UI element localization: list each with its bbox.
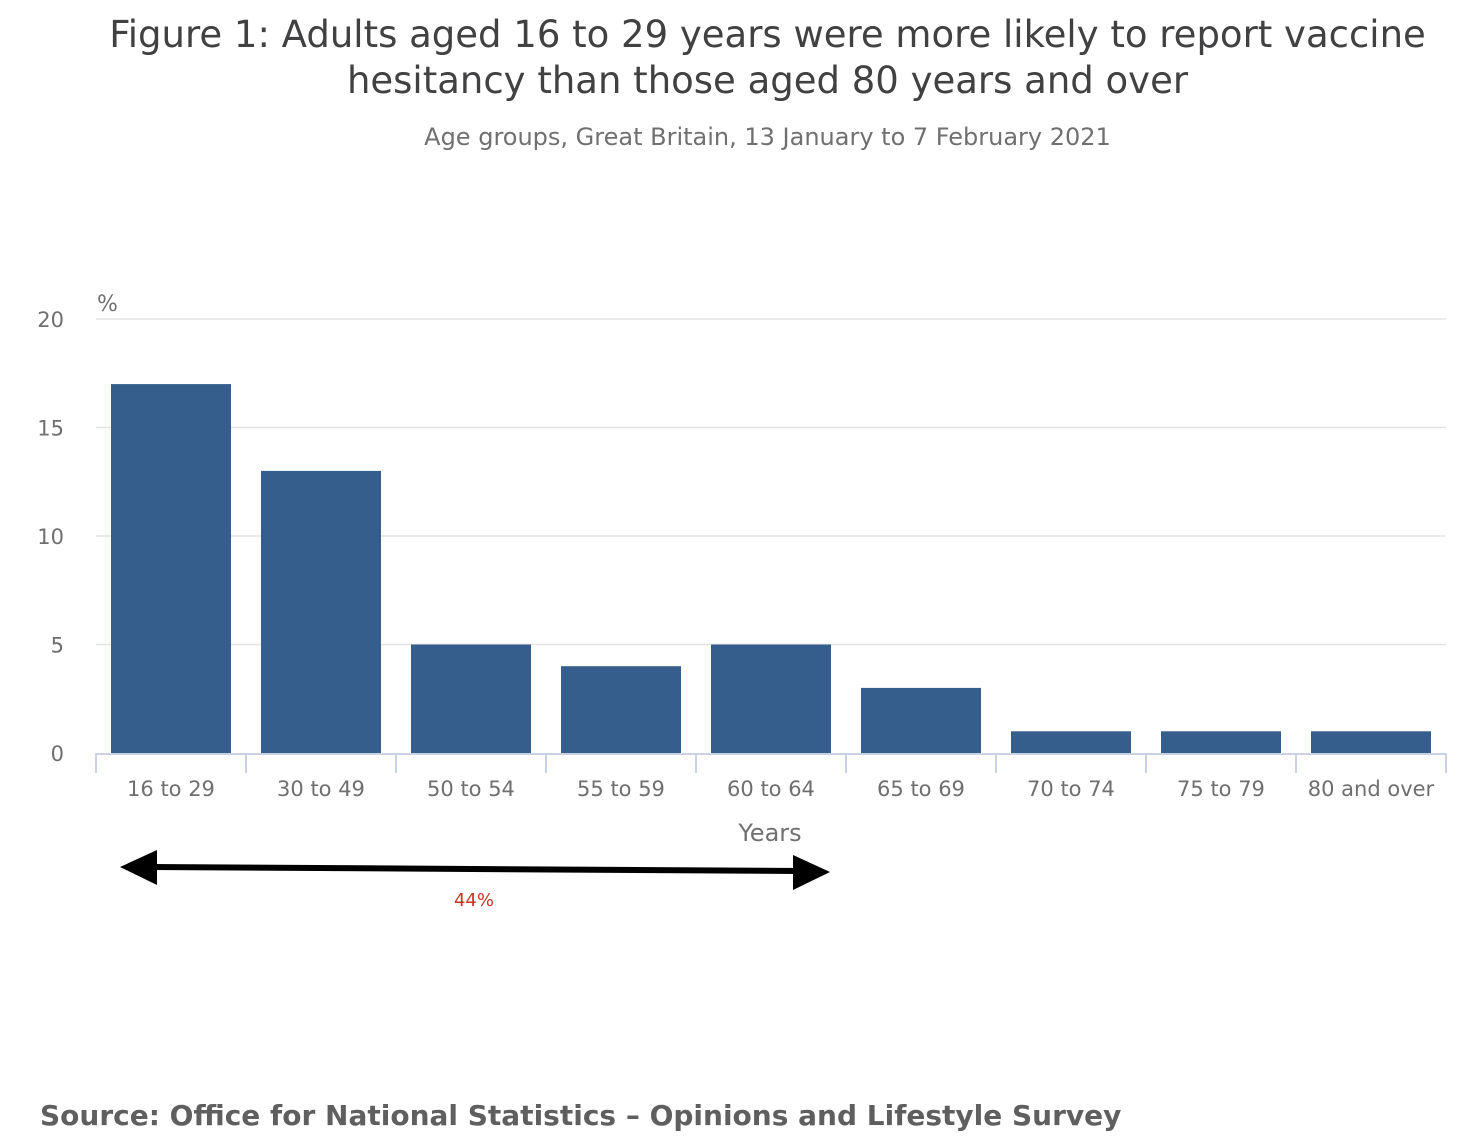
y-tick-label: 10 [37, 525, 64, 549]
bar [711, 644, 831, 753]
annotation-arrow-line [149, 864, 801, 874]
chart-title-line-1: Figure 1: Adults aged 16 to 29 years wer… [109, 13, 1426, 56]
x-tick-label: 50 to 54 [427, 777, 515, 801]
bar [261, 470, 381, 753]
x-tick-label: 60 to 64 [727, 777, 815, 801]
range-annotation: 44% [120, 850, 830, 911]
bar [561, 666, 681, 753]
chart-title: Figure 1: Adults aged 16 to 29 years wer… [0, 12, 1478, 104]
bar [411, 644, 531, 753]
x-axis-title: Years [737, 819, 801, 847]
x-tick-label: 16 to 29 [127, 777, 215, 801]
x-tick-label: 65 to 69 [877, 777, 965, 801]
x-tick-label: 55 to 59 [577, 777, 665, 801]
bar [861, 687, 981, 753]
y-tick-label: 15 [37, 417, 64, 441]
y-tick-label: 5 [51, 634, 64, 658]
bar [111, 384, 231, 753]
annotation-arrow-head-left [120, 850, 157, 885]
chart-title-line-2: hesitancy than those aged 80 years and o… [346, 59, 1189, 102]
y-axis-unit-label: % [97, 292, 118, 317]
x-tick-label: 75 to 79 [1177, 777, 1265, 801]
x-axis [95, 753, 1447, 773]
bar-chart: 0 5 10 15 20 16 to 29 30 to 49 50 to 54 55 to 59… [37, 292, 1447, 911]
bar [1011, 731, 1131, 753]
source-note: Source: Office for National Statistics –… [40, 1099, 1122, 1132]
x-tick-label: 70 to 74 [1027, 777, 1115, 801]
annotation-label: 44% [454, 890, 494, 911]
x-tick-label: 80 and over [1308, 777, 1435, 801]
chart-subtitle: Age groups, Great Britain, 13 January to… [424, 123, 1111, 151]
y-tick-label: 20 [37, 308, 64, 332]
tick-labels: 0 5 10 15 20 16 to 29 30 to 49 50 to 54 55 to 59… [37, 308, 1434, 801]
x-tick-label: 30 to 49 [277, 777, 365, 801]
bar [1161, 731, 1281, 753]
bars [111, 384, 1431, 753]
bar [1311, 731, 1431, 753]
y-tick-label: 0 [51, 742, 64, 766]
annotation-arrow-head-right [793, 855, 830, 890]
